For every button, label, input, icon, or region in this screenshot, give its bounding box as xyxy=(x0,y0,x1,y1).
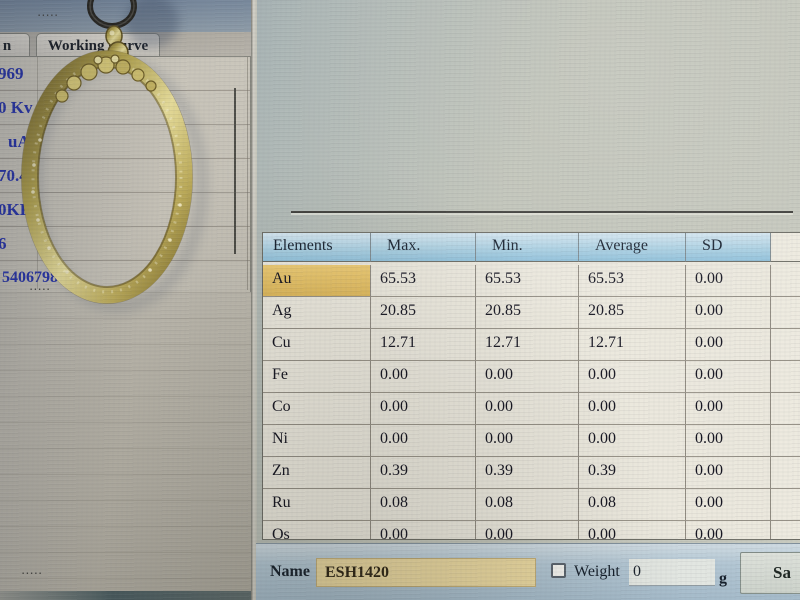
col-header-max: Max. xyxy=(371,233,476,262)
name-input[interactable] xyxy=(316,558,536,587)
min-cell: 0.00 xyxy=(476,361,579,393)
max-cell: 0.00 xyxy=(371,425,476,457)
sd-cell: 0.00 xyxy=(686,361,771,393)
sd-cell: 0.00 xyxy=(686,297,771,329)
stub-cell xyxy=(771,489,800,521)
panel-splitter[interactable] xyxy=(251,0,257,600)
element-cell-co[interactable]: Co xyxy=(263,393,371,425)
param-value: 70.4 xyxy=(0,166,28,185)
left-empty-panel xyxy=(0,292,251,600)
min-cell: 65.53 xyxy=(476,265,579,297)
horizontal-rule xyxy=(291,211,793,213)
stub-cell xyxy=(771,361,800,393)
average-cell: 0.08 xyxy=(579,489,686,521)
element-cell-ni[interactable]: Ni xyxy=(263,425,371,457)
average-cell: 20.85 xyxy=(579,297,686,329)
param-value: 0KPa xyxy=(0,200,39,219)
save-button[interactable]: Sa xyxy=(740,552,800,594)
min-cell: 20.85 xyxy=(476,297,579,329)
average-cell: 0.00 xyxy=(579,425,686,457)
col-header-elements: Elements xyxy=(263,233,371,262)
param-value: 969 xyxy=(0,64,24,83)
element-cell-ag[interactable]: Ag xyxy=(263,297,371,329)
tab-bar: n Working Curve xyxy=(0,32,253,59)
average-cell: 0.00 xyxy=(579,393,686,425)
max-cell: 65.53 xyxy=(371,265,476,297)
grip-dots-top: ..... xyxy=(38,8,60,18)
min-cell: 0.00 xyxy=(476,393,579,425)
max-cell: 0.08 xyxy=(371,489,476,521)
max-cell: 0.00 xyxy=(371,521,476,539)
max-cell: 0.00 xyxy=(371,393,476,425)
average-cell: 12.71 xyxy=(579,329,686,361)
grip-dots-bottom: ..... xyxy=(22,566,44,576)
max-cell: 0.39 xyxy=(371,457,476,489)
sd-cell: 0.00 xyxy=(686,393,771,425)
sd-cell: 0.00 xyxy=(686,457,771,489)
grip-dots-sidebar: ..... xyxy=(30,282,52,292)
sd-cell: 0.00 xyxy=(686,489,771,521)
max-cell: 0.00 xyxy=(371,361,476,393)
element-cell-os[interactable]: Os xyxy=(263,521,371,539)
min-cell: 0.00 xyxy=(476,521,579,539)
element-cell-cu[interactable]: Cu xyxy=(263,329,371,361)
param-value: 0 Kv xyxy=(0,98,33,117)
param-value: 6 xyxy=(0,234,7,253)
min-cell: 0.08 xyxy=(476,489,579,521)
sd-cell: 0.00 xyxy=(686,329,771,361)
col-header-sd: SD xyxy=(686,233,771,262)
average-cell: 0.00 xyxy=(579,521,686,539)
results-table: Elements Max. Min. Average SD Au 65.53 6… xyxy=(262,232,800,540)
param-value: uA xyxy=(8,132,30,151)
sd-cell: 0.00 xyxy=(686,265,771,297)
unit-label: g xyxy=(719,570,727,587)
element-cell-ru[interactable]: Ru xyxy=(263,489,371,521)
param-column-divider xyxy=(37,57,38,289)
sample-info-bar: Name Weight g Sa xyxy=(256,543,800,600)
col-header-min: Min. xyxy=(476,233,579,262)
name-label: Name xyxy=(270,563,310,580)
max-cell: 12.71 xyxy=(371,329,476,361)
weight-input[interactable] xyxy=(629,559,715,586)
stub-cell xyxy=(771,329,800,361)
min-cell: 12.71 xyxy=(476,329,579,361)
average-cell: 65.53 xyxy=(579,265,686,297)
max-cell: 20.85 xyxy=(371,297,476,329)
min-cell: 0.39 xyxy=(476,457,579,489)
vertical-slider-handle[interactable] xyxy=(234,88,236,254)
average-cell: 0.00 xyxy=(579,361,686,393)
min-cell: 0.00 xyxy=(476,425,579,457)
element-cell-au[interactable]: Au xyxy=(263,265,371,297)
col-header-average: Average xyxy=(579,233,686,262)
element-cell-zn[interactable]: Zn xyxy=(263,457,371,489)
bottom-dark-strip xyxy=(0,591,251,600)
weight-checkbox[interactable] xyxy=(551,563,566,578)
average-cell: 0.39 xyxy=(579,457,686,489)
stub-cell xyxy=(771,457,800,489)
sd-cell: 0.00 xyxy=(686,425,771,457)
element-cell-fe[interactable]: Fe xyxy=(263,361,371,393)
weight-label: Weight xyxy=(574,563,620,580)
stub-cell xyxy=(771,297,800,329)
col-header-stub xyxy=(771,233,800,262)
stub-cell xyxy=(771,425,800,457)
stub-cell xyxy=(771,521,800,539)
stub-cell xyxy=(771,393,800,425)
panel-inner-edge xyxy=(247,57,248,290)
sd-cell: 0.00 xyxy=(686,521,771,539)
stub-cell xyxy=(771,265,800,297)
